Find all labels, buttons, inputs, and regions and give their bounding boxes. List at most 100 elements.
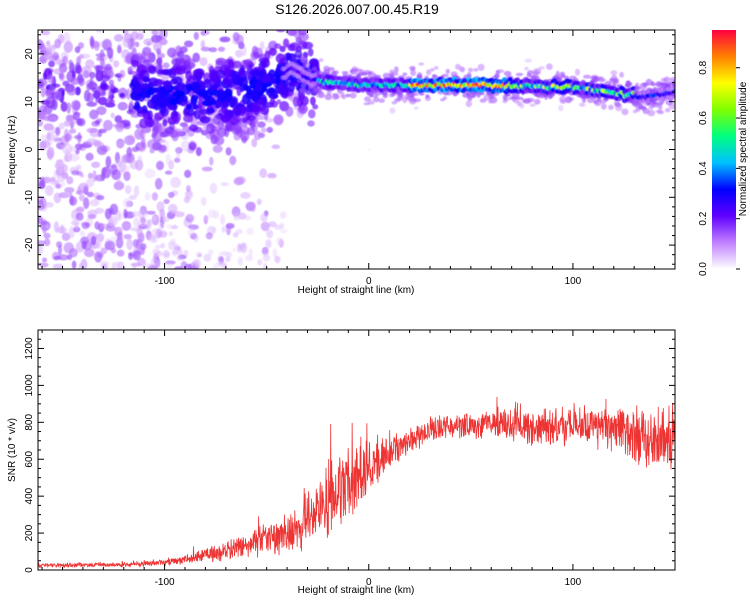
spectrogram-cell: [223, 77, 233, 87]
spectrogram-cell: [170, 176, 181, 188]
spectrogram-cell: [163, 198, 170, 205]
spectrogram-cell: [396, 94, 403, 98]
spectrogram-cell: [232, 232, 239, 238]
colorbar-gradient: [712, 30, 736, 269]
spectrogram-cell: [533, 70, 539, 77]
spectrogram-cell: [465, 100, 472, 108]
spectrogram-cell: [86, 92, 94, 103]
spectrogram-cell: [169, 98, 179, 106]
spectrogram-cell: [188, 124, 199, 132]
spectrogram-cell: [663, 76, 671, 83]
spectrogram-cell: [41, 257, 48, 263]
spectrogram-cell: [168, 203, 178, 215]
spectrogram-cell: [114, 261, 121, 267]
spectrogram-cell: [89, 199, 100, 207]
spectrogram-cell: [79, 230, 86, 237]
spectrogram-cell: [367, 71, 373, 76]
spectrogram-cell: [262, 73, 271, 83]
spectrogram-cell: [53, 68, 64, 75]
figure-title: S126.2026.007.00.45.R19: [275, 1, 439, 17]
snr-panel: -100 0 100 0 200 400 600 800 1000 1200 Height of…: [7, 329, 676, 596]
spectrogram-cell: [119, 69, 126, 79]
spectrogram-cell: [62, 80, 70, 87]
spectrogram-cell: [289, 42, 300, 52]
spectrogram-cell: [133, 185, 140, 197]
spectrogram-cell: [208, 47, 218, 53]
spectrogram-cell: [364, 96, 371, 102]
spectrogram-cell: [253, 107, 260, 115]
spectrogram-cell: [103, 66, 112, 71]
spectrogram-cell: [262, 253, 270, 258]
spectrogram-cell: [402, 72, 408, 76]
spectrogram-cell: [89, 77, 94, 90]
spectrogram-cell: [132, 75, 138, 85]
spectrogram-cell: [279, 211, 287, 219]
spectrogram-cell: [394, 98, 401, 103]
spectrogram-cell: [217, 46, 226, 52]
spectrogram-cell: [157, 57, 163, 66]
snr-y-tick-label: 400: [24, 487, 35, 504]
spectrogram-cell: [268, 47, 277, 57]
spectrogram-cell: [183, 40, 194, 48]
spectrogram-cell: [274, 224, 281, 230]
spectrogram-cell: [144, 168, 156, 179]
spectrogram-cell: [265, 239, 272, 249]
spectrogram-cell: [203, 253, 212, 262]
spectrogram-cell: [158, 92, 165, 99]
spectrogram-cell: [261, 216, 267, 223]
spectrogram-cell: [94, 221, 100, 230]
spectrogram-cell: [445, 68, 450, 74]
spectrogram-cell: [134, 52, 144, 63]
spectrogram-cell: [295, 37, 302, 43]
spectrogram-cell: [38, 120, 44, 127]
spectrogram-cell: [198, 109, 209, 115]
spectrogram-cell: [167, 47, 177, 58]
spectrogram-cells: [38, 30, 675, 269]
spectrogram-cell: [272, 248, 278, 258]
spectrogram-cell: [203, 78, 211, 89]
spectrogram-cell: [81, 222, 90, 230]
spectrogram-y-tick-label: 0: [24, 146, 35, 152]
spectrogram-cell: [271, 144, 281, 150]
spectrogram-cell: [227, 58, 234, 67]
spectrogram-cell: [86, 101, 98, 107]
spectrogram-cell: [391, 100, 397, 105]
spectrogram-y-tick-label: 20: [24, 48, 35, 60]
spectrogram-cell: [225, 251, 233, 259]
spectrogram-cell: [275, 30, 286, 33]
spectrogram-cell: [625, 80, 631, 88]
spectrogram-cell: [258, 61, 266, 70]
spectrogram-cell: [190, 94, 199, 102]
spectrogram-cell: [534, 99, 541, 105]
snr-y-axis-label: SNR (10 * v/v): [7, 418, 18, 482]
spectrogram-cell: [218, 260, 226, 268]
spectrogram-cell: [555, 70, 560, 77]
snr-y-ticks: 0 200 400 600 800 1000 1200: [24, 329, 675, 573]
spectrogram-cell: [146, 41, 151, 46]
spectrogram-cell: [502, 94, 507, 101]
spectrogram-cell: [50, 176, 56, 182]
spectrogram-cell: [202, 91, 212, 101]
spectrogram-cell: [205, 232, 213, 240]
spectrogram-cell: [134, 128, 144, 140]
spectrogram-cell: [38, 244, 44, 255]
spectrogram-cell: [38, 111, 48, 121]
spectrogram-cell: [345, 93, 351, 98]
spectrogram-cell: [197, 98, 203, 110]
spectrogram-cell: [134, 41, 140, 48]
spectrogram-cell: [57, 158, 65, 170]
spectrogram-cell: [214, 136, 225, 146]
spectrogram-cell: [378, 98, 385, 103]
spectrogram-cell: [502, 99, 508, 104]
spectrogram-cell: [75, 212, 84, 221]
spectrogram-cell: [126, 109, 137, 115]
spectrogram-cell: [128, 194, 137, 200]
spectrogram-cell: [116, 179, 122, 186]
spectrogram-cell: [307, 120, 315, 127]
spectrogram-cell: [62, 55, 68, 65]
spectrogram-cell: [71, 70, 76, 79]
spectrogram-cell: [559, 71, 566, 78]
spectrogram-cell: [266, 126, 273, 133]
spectrogram-cell: [614, 104, 623, 112]
spectrogram-cell: [219, 93, 225, 100]
